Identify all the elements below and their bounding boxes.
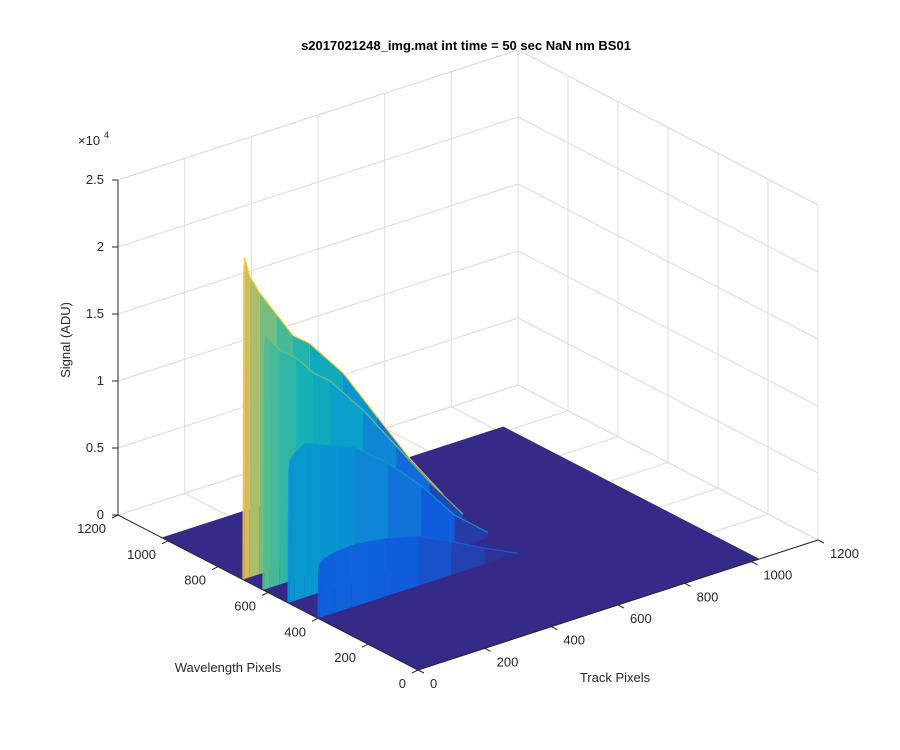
grid-line-z-side-wall — [517, 317, 819, 474]
y-tick-label: 0 — [399, 676, 406, 691]
axes-lines — [111, 179, 825, 674]
surface-patch — [418, 536, 452, 586]
box-edge-top-back — [117, 49, 519, 181]
z-exponent-base: ×10 — [78, 133, 100, 148]
grid-line-z-side-wall — [517, 183, 819, 340]
surface-patch — [304, 443, 322, 598]
y-axis-label: Wavelength Pixels — [175, 660, 282, 675]
x-tick — [551, 626, 558, 631]
surface-patch — [451, 541, 485, 575]
surface-patch — [294, 443, 305, 601]
y-tick — [361, 643, 369, 648]
z-tick-label: 1 — [97, 373, 104, 388]
ridge-line — [317, 535, 519, 619]
surface-patch — [454, 515, 488, 549]
y-tick-label: 800 — [184, 573, 206, 588]
x-tick-label: 1200 — [830, 546, 859, 561]
y-tick — [211, 566, 219, 571]
x-axis-label: Track Pixels — [580, 670, 651, 685]
grid-line-z-back-wall — [117, 116, 519, 248]
grid-line-z-side-wall — [517, 384, 819, 541]
x-tick-label: 200 — [497, 654, 519, 669]
x-tick-label: 0 — [430, 676, 437, 691]
chart-title: s2017021248_img.mat int time = 50 sec Na… — [301, 38, 631, 53]
grid-line-z-side-wall — [517, 250, 819, 407]
grid-line-z-side-wall — [517, 116, 819, 273]
y-tick — [311, 617, 319, 622]
y-tick-label: 600 — [234, 599, 256, 614]
y-tick — [261, 592, 269, 596]
ridge-line — [287, 442, 489, 603]
surface-patch — [264, 334, 270, 590]
y-tick — [161, 540, 169, 545]
x-tick — [684, 582, 691, 587]
z-exponent-power: 4 — [104, 130, 109, 140]
x-tick-label: 800 — [697, 589, 719, 604]
z-tick-label: 2 — [97, 239, 104, 254]
surface-patch — [319, 558, 325, 618]
grid-line-z-back-wall — [117, 183, 519, 315]
cross-section-wavelength-400 — [317, 535, 519, 619]
z-tick-label: 1.5 — [86, 306, 104, 321]
grid-line-z-back-wall — [117, 250, 519, 382]
ridge-line — [262, 333, 464, 590]
tick-labels: 0200400600800100012000200400600800100012… — [77, 172, 859, 691]
x-tick-label: 600 — [630, 611, 652, 626]
x-tick-label: 400 — [563, 633, 585, 648]
surface-patch — [269, 339, 280, 588]
y-tick — [411, 669, 419, 674]
x-tick — [817, 539, 825, 544]
y-tick-label: 400 — [284, 624, 306, 639]
surface-patch — [351, 541, 368, 608]
surface-patch — [368, 539, 385, 603]
y-tick-label: 200 — [334, 650, 356, 665]
surface-patch — [334, 545, 352, 613]
x-tick — [751, 561, 758, 566]
z-tick-label: 0.5 — [86, 440, 104, 455]
z-tick-label: 2.5 — [86, 172, 104, 187]
box-edge-top-side — [517, 49, 819, 206]
surface-patch — [249, 275, 260, 578]
surface-patch — [324, 552, 335, 617]
x-tick — [484, 647, 491, 652]
z-axis-label: Signal (ADU) — [58, 302, 73, 378]
z-exponent-label: ×10 4 — [78, 130, 109, 148]
y-tick-label: 1000 — [127, 547, 156, 562]
x-tick-label: 1000 — [763, 568, 792, 583]
surface-patch — [384, 536, 418, 597]
surface-patch — [244, 257, 250, 580]
surface-patch — [289, 453, 295, 603]
surface — [161, 257, 760, 671]
x-tick — [617, 604, 625, 609]
z-tick-label: 0 — [97, 507, 104, 522]
x-tick — [417, 669, 425, 674]
ridge-line — [242, 257, 444, 580]
y-tick-label: 1200 — [77, 521, 106, 536]
